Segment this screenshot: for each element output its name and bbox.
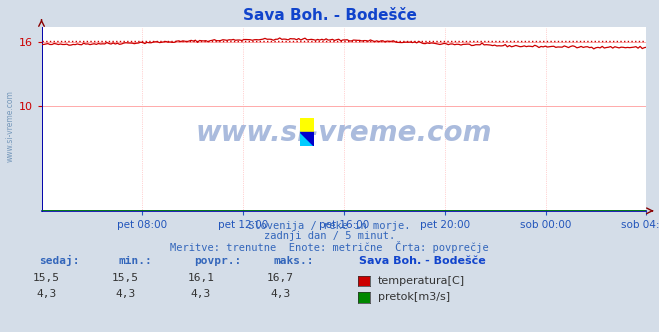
Text: 4,3: 4,3: [270, 289, 290, 299]
Text: Slovenija / reke in morje.: Slovenija / reke in morje.: [248, 221, 411, 231]
Text: Meritve: trenutne  Enote: metrične  Črta: povprečje: Meritve: trenutne Enote: metrične Črta: …: [170, 241, 489, 253]
Text: pretok[m3/s]: pretok[m3/s]: [378, 292, 449, 302]
Text: maks.:: maks.:: [273, 256, 314, 266]
Text: 15,5: 15,5: [33, 273, 59, 283]
Text: Sava Boh. - Bodešče: Sava Boh. - Bodešče: [359, 256, 486, 266]
Text: 16,7: 16,7: [267, 273, 293, 283]
Polygon shape: [300, 132, 314, 146]
Text: www.si-vreme.com: www.si-vreme.com: [5, 90, 14, 162]
Polygon shape: [300, 132, 314, 146]
Text: Sava Boh. - Bodešče: Sava Boh. - Bodešče: [243, 8, 416, 23]
Text: 4,3: 4,3: [115, 289, 135, 299]
Text: zadnji dan / 5 minut.: zadnji dan / 5 minut.: [264, 231, 395, 241]
Text: temperatura[C]: temperatura[C]: [378, 276, 465, 286]
Text: 4,3: 4,3: [191, 289, 211, 299]
Text: min.:: min.:: [119, 256, 152, 266]
Text: www.si-vreme.com: www.si-vreme.com: [196, 120, 492, 147]
Text: sedaj:: sedaj:: [40, 255, 80, 266]
Text: povpr.:: povpr.:: [194, 256, 242, 266]
Bar: [300, 118, 314, 132]
Text: 4,3: 4,3: [36, 289, 56, 299]
Text: 15,5: 15,5: [112, 273, 138, 283]
Text: 16,1: 16,1: [188, 273, 214, 283]
